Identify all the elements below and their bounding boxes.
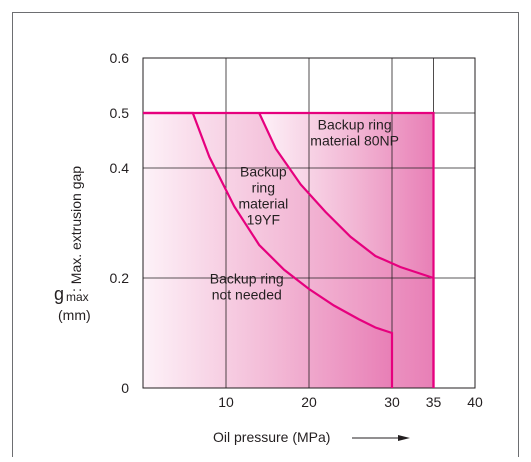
annotation-line: Backup ring xyxy=(318,117,392,133)
region-80np xyxy=(259,113,434,388)
y-tick-label: 0.2 xyxy=(110,270,130,286)
y-tick-label: 0 xyxy=(121,380,129,396)
x-axis-arrow-head xyxy=(398,435,410,441)
x-axis-title: Oil pressure (MPa) xyxy=(213,429,330,445)
annotation-ann-80np: Backup ring material 80NP xyxy=(310,117,399,149)
annotation-ann-none: Backup ring not needed xyxy=(210,271,284,303)
x-tick-label: 10 xyxy=(218,394,234,410)
boundary-not-needed xyxy=(143,111,394,388)
y-tick-label: 0.4 xyxy=(110,160,130,176)
y-axis-symbol: g xyxy=(54,284,64,304)
y-axis-label: g max (mm) : Max. extrusion gap xyxy=(54,166,91,323)
y-tick-label: 0.5 xyxy=(110,105,130,121)
x-axis-label: Oil pressure (MPa) xyxy=(213,429,410,445)
boundary-80np xyxy=(143,111,435,388)
x-tick-label: 35 xyxy=(426,394,442,410)
x-tick-label: 30 xyxy=(384,394,400,410)
annotation-line: material 80NP xyxy=(310,133,399,149)
panel-border xyxy=(12,12,519,457)
annotation-line: Backup xyxy=(240,163,287,179)
annotation-line: 19YF xyxy=(247,211,280,227)
annotation-line: not needed xyxy=(212,287,282,303)
annotation-line: Backup ring xyxy=(210,271,284,287)
region-not-needed xyxy=(143,113,392,388)
y-axis-unit: (mm) xyxy=(58,307,91,323)
x-tick-label: 20 xyxy=(301,394,317,410)
boundary-19yf xyxy=(258,112,435,388)
y-axis-title: : Max. extrusion gap xyxy=(68,166,84,292)
y-axis-subscript: max xyxy=(66,290,89,304)
annotation-line: ring xyxy=(252,179,275,195)
y-tick-label: 0.6 xyxy=(110,50,130,66)
annotation-line: material xyxy=(238,195,288,211)
x-tick-label: 40 xyxy=(467,394,483,410)
annotation-ann-19yf: Backup ring material 19YF xyxy=(238,163,288,227)
